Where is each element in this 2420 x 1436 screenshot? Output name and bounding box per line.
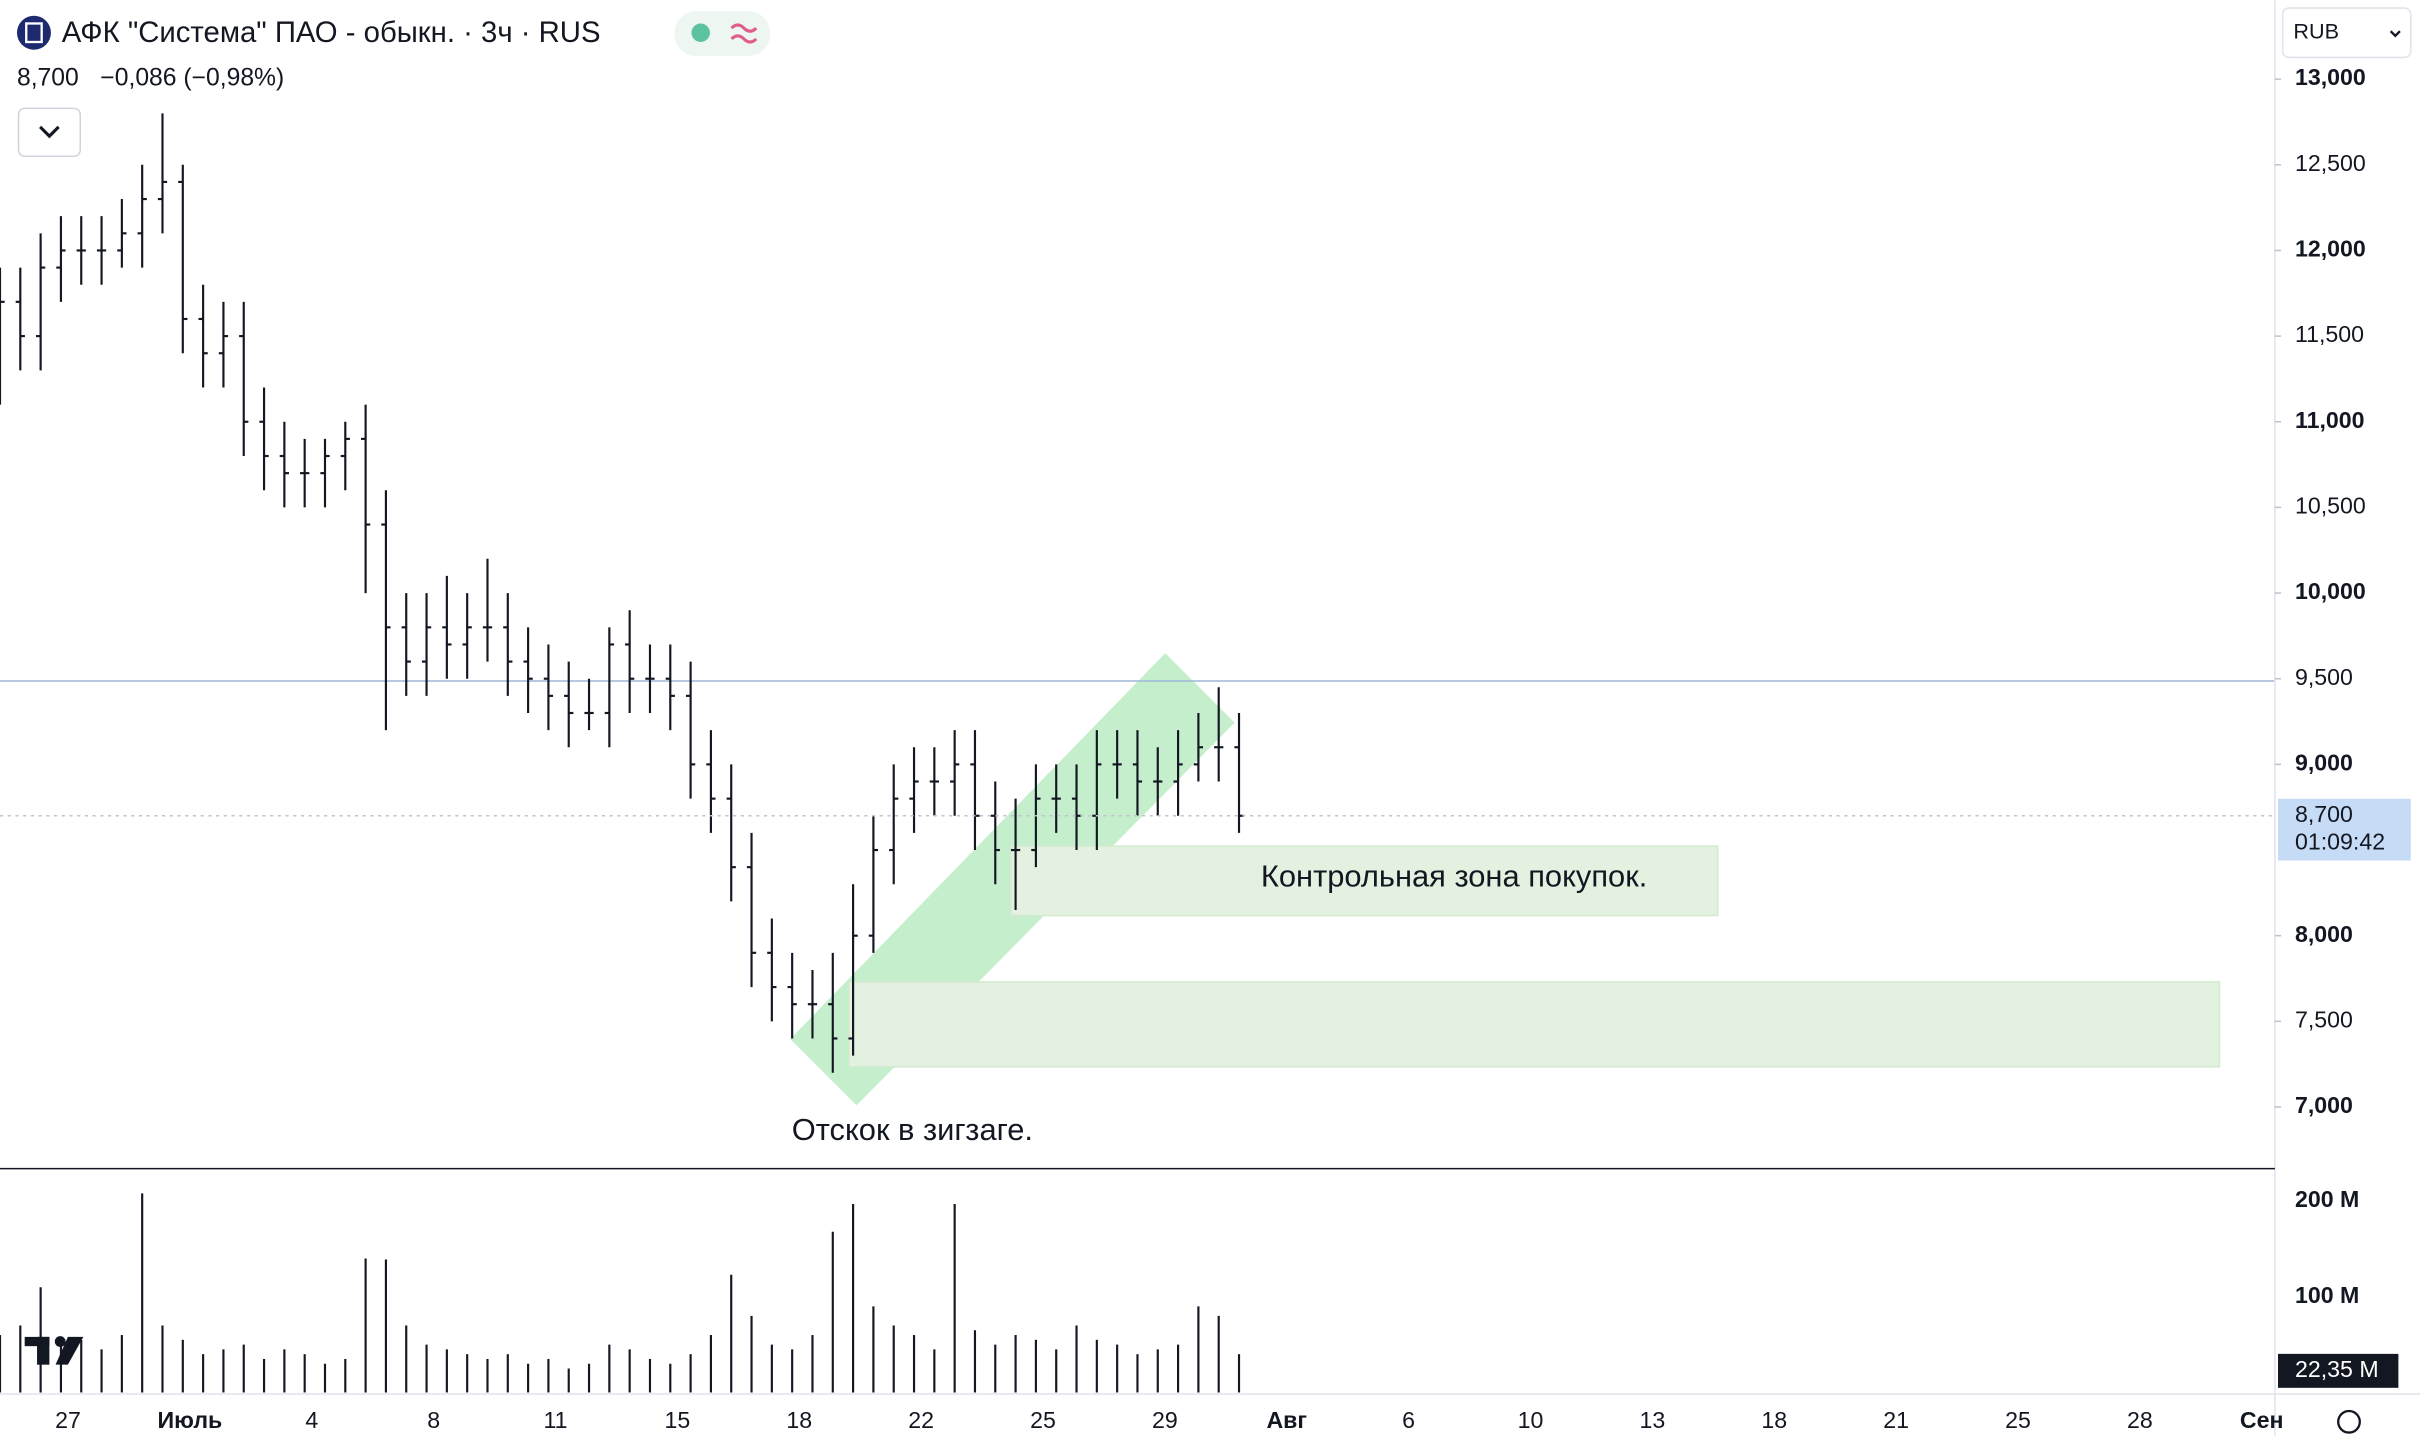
y-tick-label: 11,000: [2295, 407, 2365, 433]
x-tick-label: 27: [55, 1407, 81, 1433]
currency: RUB: [2293, 18, 2339, 43]
collapse-button[interactable]: [17, 107, 82, 157]
status-dot: [691, 23, 710, 43]
y-tick-label: 10,500: [2295, 493, 2366, 519]
x-tick-label: 4: [305, 1407, 318, 1433]
x-tick-label: 21: [1883, 1407, 1909, 1433]
support-zone: [848, 981, 2221, 1068]
settings-icon[interactable]: [2337, 1409, 2361, 1434]
x-tick-label: 25: [1030, 1407, 1056, 1433]
annotation: Отскок в зигзаге.: [792, 1112, 1033, 1147]
y-tick-label: 12,000: [2295, 236, 2366, 262]
symbol-logo-mark: [25, 22, 43, 44]
status-pill[interactable]: [674, 11, 771, 56]
countdown: 01:09:42: [2295, 829, 2385, 855]
x-tick-label: 22: [908, 1407, 934, 1433]
select-arrow: [2389, 30, 2401, 38]
last-price: 8,700: [17, 65, 79, 92]
x-tick-label: Сен: [2240, 1407, 2284, 1433]
y-tick-label: 12,500: [2295, 150, 2366, 176]
buy-zone: [1010, 845, 1719, 917]
volume-tick-label: 200 M: [2295, 1186, 2359, 1212]
y-tick-label: 9,000: [2295, 749, 2353, 775]
x-tick-label: 29: [1152, 1407, 1178, 1433]
price-change: −0,086 (−0,98%): [100, 65, 284, 92]
y-tick-label: 8,000: [2295, 921, 2353, 947]
x-tick-label: 13: [1639, 1407, 1665, 1433]
x-tick-label: 28: [2127, 1407, 2153, 1433]
x-tick-label: 10: [1518, 1407, 1544, 1433]
x-tick-label: 25: [2005, 1407, 2031, 1433]
chevron: [39, 125, 60, 139]
symbol-logo: [16, 15, 51, 50]
y-tick-label: 7,500: [2295, 1006, 2353, 1032]
y-tick-label: 10,000: [2295, 578, 2366, 604]
y-tick-label: 11,500: [2295, 321, 2364, 347]
chart-title: АФК "Система" ПАО - обыкн. · 3ч · RUS: [62, 16, 601, 49]
x-tick-label: 15: [665, 1407, 691, 1433]
x-tick-label: 6: [1402, 1407, 1415, 1433]
x-tick-label: 8: [427, 1407, 440, 1433]
status-icon: [730, 23, 758, 44]
x-tick-label: Авг: [1266, 1407, 1307, 1433]
volume-tick-label: 100 M: [2295, 1282, 2359, 1308]
x-tick-label: 18: [786, 1407, 812, 1433]
volume-label-box: [2278, 1353, 2399, 1388]
y-tick-label: 13,000: [2295, 64, 2366, 90]
last-price-box: [2278, 798, 2411, 861]
currency-select[interactable]: [2281, 7, 2412, 59]
volume-label: 22,35 M: [2295, 1356, 2379, 1382]
annotation: Контрольная зона покупок.: [1261, 859, 1647, 894]
x-tick-label: 11: [544, 1407, 568, 1433]
x-tick-label: 18: [1761, 1407, 1787, 1433]
y-tick-label: 9,500: [2295, 664, 2353, 690]
x-tick-label: Июль: [158, 1407, 223, 1433]
last-price-label: 8,700: [2295, 801, 2353, 827]
y-tick-label: 7,000: [2295, 1092, 2353, 1118]
